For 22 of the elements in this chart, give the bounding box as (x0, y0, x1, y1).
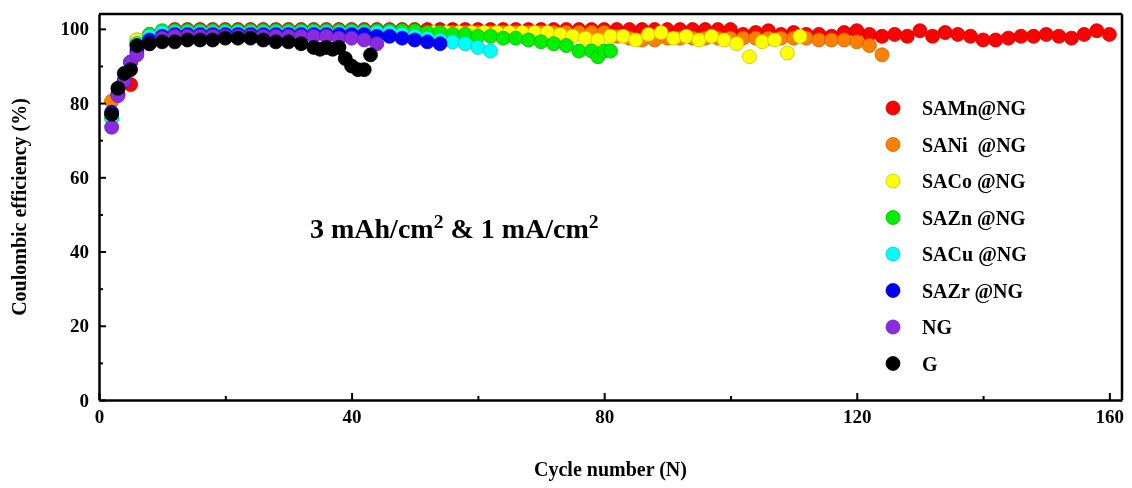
x-tick-label: 80 (595, 406, 615, 428)
y-tick-label: 80 (70, 92, 89, 114)
y-tick-label: 100 (60, 18, 89, 40)
annotation: 3 mAh/cm$^{2}$ & 1 mA/cm$^{2}$ (310, 210, 599, 244)
y-tick-label: 0 (79, 389, 89, 411)
y-tick-label: 40 (70, 241, 89, 263)
legend-label: SACo @NG (922, 170, 1027, 193)
legend-label: G (922, 352, 938, 375)
legend-label: SACu @NG (922, 243, 1028, 266)
legend-label: SANi @NG (922, 133, 1027, 157)
legend-label: SAZr @NG (922, 279, 1024, 303)
x-axis-title: Cycle number (N) (534, 458, 687, 481)
legend-label: NG (922, 316, 953, 338)
y-tick-label: 60 (70, 166, 89, 188)
legend-label: SAZn @NG (922, 206, 1027, 230)
y-axis-title: Coulombic efficiency (%) (8, 98, 31, 316)
y-tick-label: 20 (70, 315, 89, 337)
x-tick-label: 0 (94, 406, 105, 428)
legend-label: SAMn@NG (922, 97, 1027, 120)
x-tick-label: 40 (342, 406, 362, 428)
x-tick-label: 120 (843, 406, 872, 428)
x-tick-label: 160 (1095, 406, 1125, 428)
